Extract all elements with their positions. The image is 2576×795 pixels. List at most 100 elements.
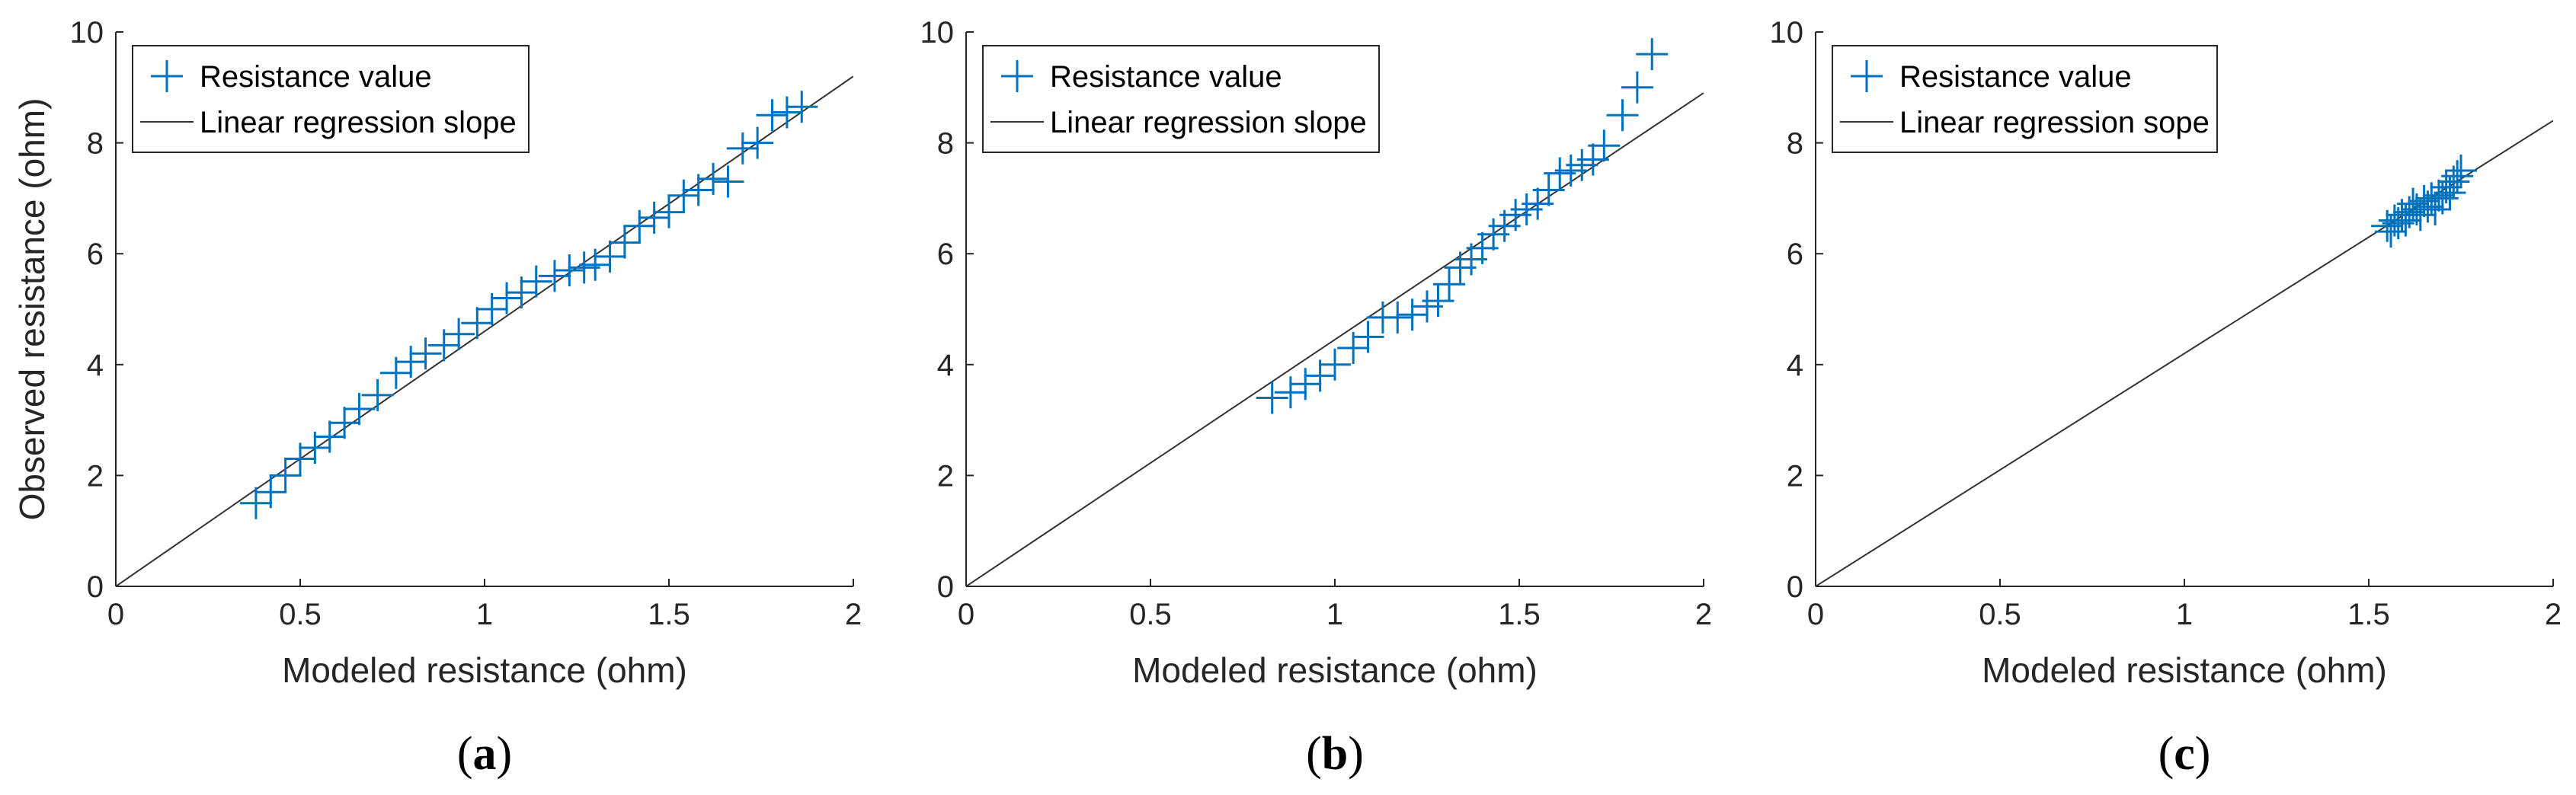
data-point bbox=[443, 318, 475, 350]
x-tick-label: 1 bbox=[476, 598, 493, 631]
x-tick-label: 2 bbox=[1695, 598, 1712, 631]
chart-panel-b: 0 0.5 1 1.5 2 0 2 4 6 8 10 Resistance value Linear r… bbox=[920, 16, 1713, 780]
data-point bbox=[697, 162, 730, 195]
data-point bbox=[553, 254, 586, 287]
x-tick-label: 0.5 bbox=[1129, 598, 1172, 631]
data-point bbox=[756, 99, 789, 132]
panel-label-part: c bbox=[2174, 728, 2195, 780]
data-point bbox=[623, 209, 656, 242]
y-tick-label: 8 bbox=[937, 127, 954, 161]
legend-line-label: Linear regression slope bbox=[1050, 106, 1367, 139]
data-point bbox=[726, 132, 759, 164]
data-point bbox=[608, 226, 641, 259]
x-axis-label: Modeled resistance (ohm) bbox=[1132, 650, 1538, 690]
legend-box bbox=[132, 45, 530, 153]
x-tick-label: 2 bbox=[845, 598, 862, 631]
y-tick-label: 2 bbox=[87, 459, 104, 493]
data-point bbox=[491, 282, 523, 314]
legend-box bbox=[1832, 45, 2218, 153]
panel-label-part: ) bbox=[1348, 728, 1364, 780]
y-tick-label: 6 bbox=[937, 238, 954, 271]
legend-marker-icon bbox=[151, 60, 183, 92]
y-tick-label: 8 bbox=[87, 127, 104, 161]
legend-marker-label: Resistance value bbox=[200, 60, 432, 94]
panel-label-part: ( bbox=[1306, 728, 1322, 780]
data-point bbox=[1274, 376, 1307, 409]
data-point bbox=[2441, 160, 2474, 193]
y-tick-label: 6 bbox=[1787, 238, 1803, 271]
data-point bbox=[520, 265, 552, 298]
data-point bbox=[269, 459, 302, 492]
data-point bbox=[328, 407, 361, 439]
y-tick-label: 8 bbox=[1787, 127, 1803, 161]
panel-label-part: ) bbox=[2195, 728, 2211, 780]
x-tick-label: 1.5 bbox=[1498, 598, 1541, 631]
legend-line-label: Linear regression sope bbox=[1899, 106, 2210, 139]
panel-label-part: ( bbox=[457, 728, 473, 780]
data-point bbox=[741, 126, 774, 159]
y-tick-label: 2 bbox=[1787, 459, 1803, 493]
x-tick-label: 1.5 bbox=[648, 598, 690, 631]
data-point bbox=[1396, 299, 1429, 331]
legend-marker-icon bbox=[1851, 60, 1883, 92]
data-point bbox=[1621, 71, 1653, 104]
y-tick-label: 10 bbox=[920, 16, 955, 49]
data-point bbox=[1352, 321, 1384, 353]
legend-marker-label: Resistance value bbox=[1050, 60, 1282, 94]
panel-label: (c) bbox=[2158, 728, 2211, 780]
x-axis-label: Modeled resistance (ohm) bbox=[282, 650, 687, 690]
data-point bbox=[1422, 285, 1454, 318]
legend-marker-icon bbox=[1001, 60, 1033, 92]
data-point bbox=[1381, 301, 1414, 334]
data-point bbox=[538, 260, 571, 292]
x-tick-label: 0 bbox=[958, 598, 974, 631]
y-tick-label: 2 bbox=[937, 459, 954, 493]
data-point bbox=[461, 307, 494, 340]
legend-line-label: Linear regression slope bbox=[200, 106, 517, 139]
panel-label: (b) bbox=[1306, 728, 1364, 780]
data-point bbox=[1256, 382, 1288, 414]
data-point bbox=[1588, 129, 1621, 162]
panel-label-part: ) bbox=[497, 728, 513, 780]
data-point bbox=[1319, 348, 1351, 381]
data-point bbox=[786, 91, 818, 123]
data-point bbox=[579, 248, 612, 281]
data-point bbox=[395, 346, 427, 378]
data-point bbox=[712, 165, 744, 198]
data-point bbox=[2404, 199, 2437, 231]
x-axis-label: Modeled resistance (ohm) bbox=[1982, 650, 2387, 690]
panel-label-part: b bbox=[1322, 728, 1348, 780]
y-tick-label: 4 bbox=[87, 349, 104, 382]
data-point bbox=[1433, 268, 1466, 301]
x-tick-label: 2 bbox=[2545, 598, 2562, 631]
panel-label-part: a bbox=[473, 728, 497, 780]
data-point bbox=[409, 337, 442, 370]
data-point bbox=[653, 196, 685, 228]
y-axis-label: Observed resistance (ohm) bbox=[12, 98, 52, 521]
panel-label-part: ( bbox=[2158, 728, 2174, 780]
data-point bbox=[1606, 99, 1639, 132]
data-point bbox=[2445, 155, 2477, 187]
x-tick-label: 0 bbox=[107, 598, 124, 631]
y-tick-label: 6 bbox=[87, 238, 104, 271]
x-tick-label: 0.5 bbox=[1979, 598, 2021, 631]
x-tick-label: 1 bbox=[2176, 598, 2193, 631]
y-tick-label: 0 bbox=[87, 570, 104, 604]
data-point bbox=[667, 179, 700, 212]
y-tick-label: 4 bbox=[1787, 349, 1803, 382]
data-point bbox=[1289, 368, 1322, 401]
data-point bbox=[1636, 38, 1669, 71]
data-point bbox=[594, 240, 626, 273]
regression-line bbox=[966, 92, 1704, 586]
chart-panel-c: 0 0.5 1 1.5 2 0 2 4 6 8 10 Resistance value Linear r… bbox=[1770, 16, 2562, 780]
y-tick-label: 0 bbox=[937, 570, 954, 604]
data-point bbox=[1532, 174, 1565, 206]
x-tick-label: 1 bbox=[1326, 598, 1343, 631]
x-tick-label: 1.5 bbox=[2347, 598, 2390, 631]
y-tick-label: 10 bbox=[1770, 16, 1804, 49]
data-point bbox=[343, 393, 376, 426]
chart-panel-a: 0 0.5 1 1.5 2 0 2 4 6 8 10 Resistance value Linear r… bbox=[12, 16, 862, 780]
legend-box bbox=[982, 45, 1380, 153]
data-point bbox=[638, 201, 670, 234]
